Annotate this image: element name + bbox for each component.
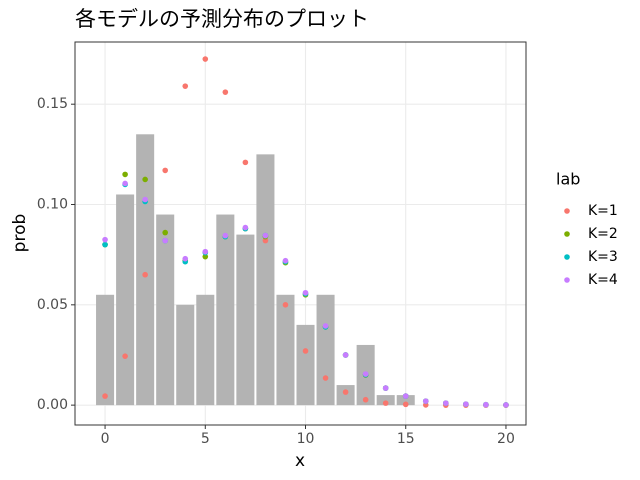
legend-key	[564, 231, 570, 237]
point	[483, 401, 489, 408]
point	[262, 237, 269, 244]
point	[342, 389, 349, 395]
bar	[376, 395, 395, 406]
bar	[196, 294, 215, 406]
point	[202, 253, 209, 260]
x-tick-label: 10	[297, 431, 315, 447]
point	[142, 271, 148, 278]
legend-key	[564, 208, 570, 214]
point	[402, 401, 409, 408]
legend-key	[564, 254, 570, 260]
y-tick-label: 0.05	[37, 297, 68, 313]
bar	[156, 214, 175, 406]
point	[463, 401, 469, 407]
point	[422, 398, 429, 404]
legend-label: K=2	[588, 226, 618, 242]
legend-title: lab	[556, 170, 580, 189]
point	[322, 323, 329, 329]
y-tick-label: 0.15	[37, 96, 68, 112]
bar	[136, 134, 155, 406]
point	[102, 393, 108, 399]
point	[362, 396, 369, 403]
bar	[296, 324, 315, 406]
point	[142, 176, 148, 183]
point	[102, 236, 108, 243]
point	[162, 237, 168, 244]
point	[202, 56, 209, 62]
point	[443, 400, 449, 406]
point	[362, 371, 369, 377]
point	[402, 393, 409, 399]
point	[182, 83, 189, 89]
point	[382, 400, 389, 406]
point	[382, 385, 389, 391]
point	[342, 352, 349, 358]
bar	[256, 154, 275, 406]
point	[122, 353, 128, 359]
point	[162, 167, 168, 174]
point	[242, 224, 249, 231]
point	[503, 402, 509, 408]
point	[222, 89, 229, 95]
bar	[116, 194, 135, 406]
y-axis-title: prob	[10, 214, 30, 253]
point	[202, 248, 209, 255]
x-axis-title: x	[295, 451, 305, 471]
point	[302, 348, 309, 354]
point	[222, 232, 229, 239]
point	[102, 241, 108, 248]
point	[182, 255, 189, 262]
bar	[316, 294, 335, 406]
bar	[236, 234, 255, 406]
point	[122, 171, 128, 178]
x-tick-label: 0	[101, 431, 110, 447]
y-tick-label: 0.00	[37, 397, 68, 413]
x-tick-label: 20	[497, 431, 515, 447]
legend-key	[564, 277, 570, 283]
point	[262, 232, 269, 239]
bar	[336, 385, 355, 406]
point	[142, 196, 148, 203]
legend-label: K=4	[588, 272, 618, 288]
x-tick-label: 5	[201, 431, 210, 447]
y-tick-label: 0.10	[37, 197, 68, 213]
panel-border	[74, 41, 527, 426]
legend-label: K=1	[588, 203, 618, 219]
chart-title: 各モデルの予測分布のプロット	[75, 7, 369, 31]
point	[162, 229, 168, 236]
bar	[96, 294, 115, 406]
point	[122, 180, 128, 187]
x-tick-label: 15	[397, 431, 415, 447]
point	[322, 375, 329, 381]
bar	[216, 214, 235, 406]
point	[242, 159, 249, 166]
point	[302, 289, 309, 296]
bar	[176, 304, 195, 406]
bar	[396, 395, 415, 406]
point	[282, 257, 289, 264]
point	[282, 302, 289, 308]
bar	[276, 294, 295, 406]
legend-label: K=3	[588, 249, 618, 265]
